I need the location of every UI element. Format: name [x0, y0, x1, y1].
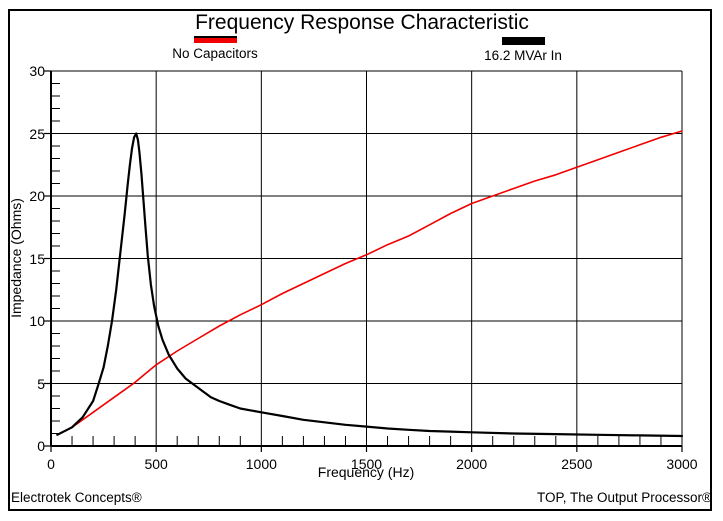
frame-border — [8, 9, 712, 511]
y-tick-label: 15 — [29, 250, 45, 267]
curve-no-capacitors — [56, 130, 683, 436]
y-tick-label: 0 — [37, 438, 45, 454]
legend-item-mvar-in: 16.2 MVAr In — [467, 36, 579, 63]
y-tick-label: 20 — [29, 188, 45, 204]
x-tick-label: 1000 — [245, 456, 277, 472]
y-tick-label: 5 — [37, 375, 45, 392]
chart-title: Frequency Response Characteristic — [195, 11, 529, 34]
y-tick-label: 30 — [29, 63, 45, 79]
x-tick-label: 2000 — [456, 456, 488, 472]
y-axis-label: Impedance (Ohms) — [8, 198, 24, 318]
x-tick-label: 500 — [144, 456, 168, 472]
y-tick-label: 25 — [29, 125, 45, 142]
x-tick-label: 1500 — [350, 456, 383, 472]
x-tick-label: 2500 — [561, 456, 593, 472]
plot-area — [44, 70, 684, 452]
x-axis-label: Frequency (Hz) — [317, 464, 415, 480]
curve-16-2-mvar-in — [56, 132, 684, 438]
legend-swatch-mvar-in — [501, 37, 545, 45]
legend-label-mvar-in: 16.2 MVAr In — [484, 48, 562, 63]
legend-item-no-capacitors: No Capacitors — [163, 36, 267, 61]
y-tick-label: 10 — [29, 313, 45, 329]
x-tick-label: 3000 — [666, 456, 698, 472]
legend-label-no-capacitors: No Capacitors — [172, 46, 258, 61]
footer-right-text: TOP, The Output Processor® — [536, 490, 712, 505]
x-tick-label: 0 — [47, 456, 55, 472]
legend-swatch-no-capacitors — [193, 36, 237, 43]
footer-left-text: Electrotek Concepts® — [11, 490, 142, 505]
